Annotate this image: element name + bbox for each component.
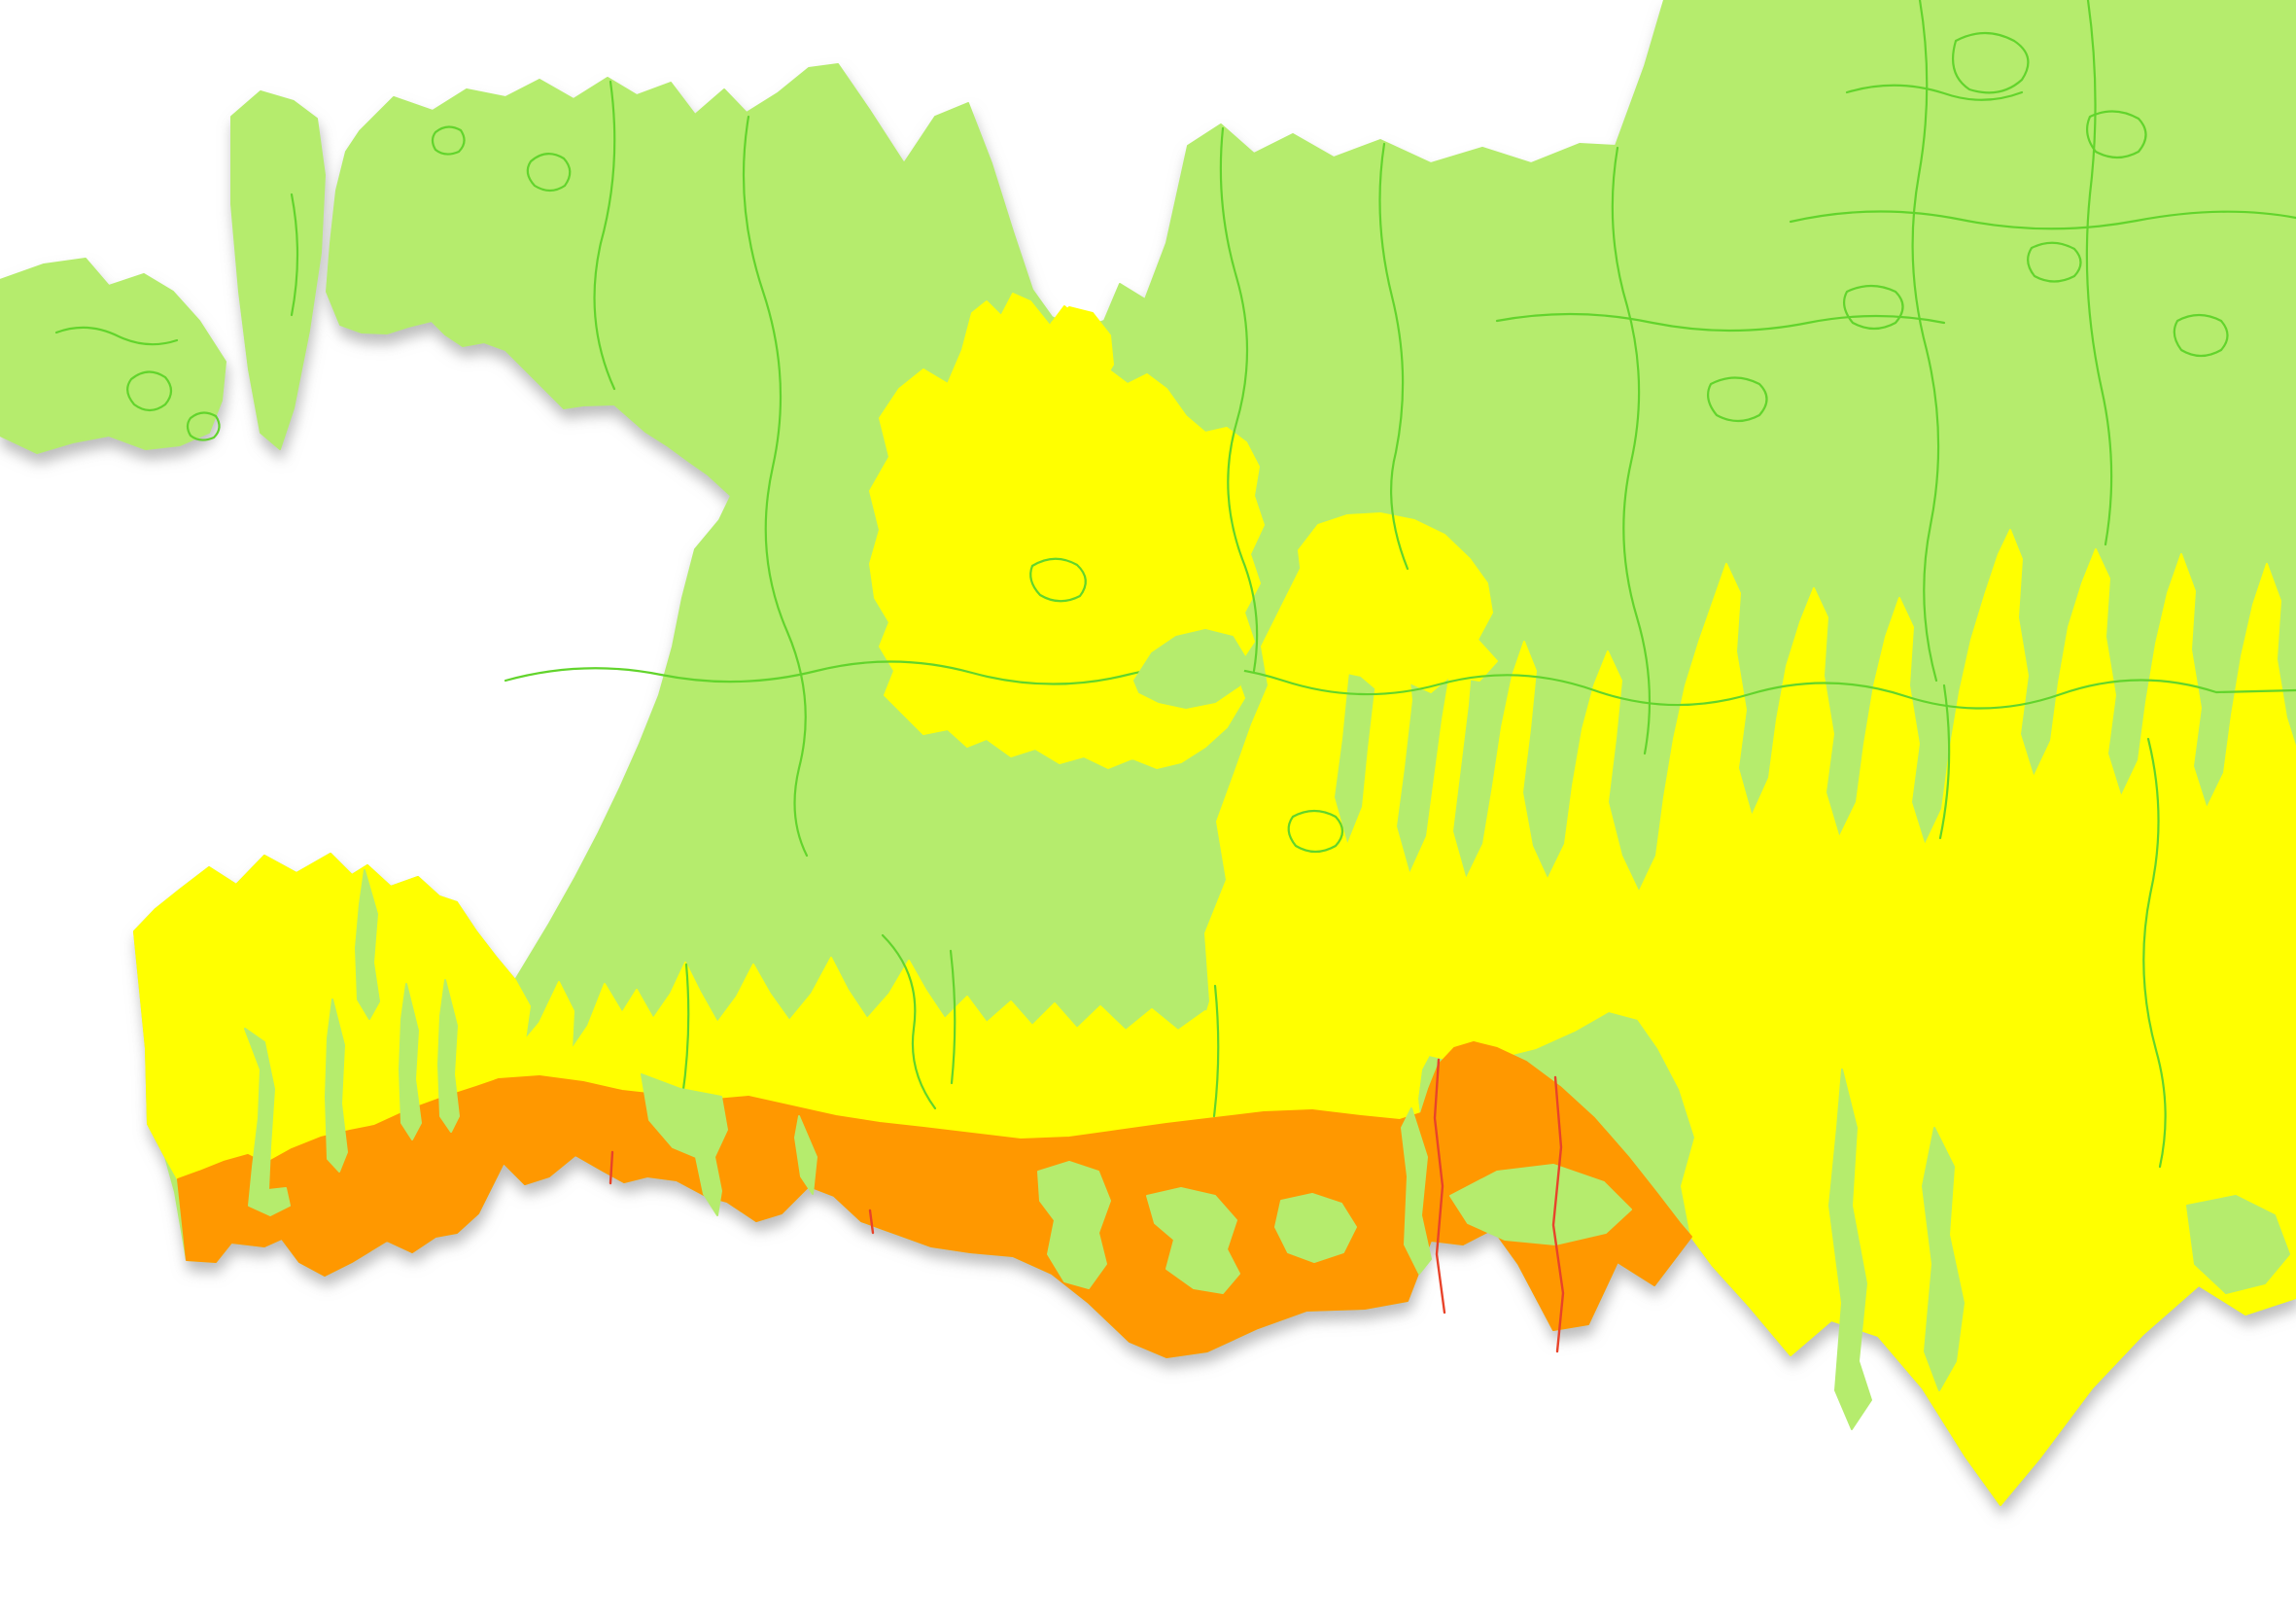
boundary-line xyxy=(1611,146,1652,755)
green-hole-in-cluster xyxy=(1133,629,1247,709)
valley-finger xyxy=(244,1028,291,1216)
green-blob-in-orange xyxy=(1037,1161,1111,1289)
green-blob-in-orange xyxy=(1146,1187,1240,1294)
red-boundary-segment xyxy=(1433,1058,1446,1314)
boundary-line xyxy=(290,193,299,317)
valley-finger-east xyxy=(1828,1069,1872,1430)
boundary-blob-outline xyxy=(1952,31,2030,94)
boundary-line xyxy=(593,80,616,391)
yellow-zone-bay-patch[interactable] xyxy=(1044,306,1114,396)
landmass-northwest-tongue xyxy=(230,90,326,450)
green-valley-overlays xyxy=(244,629,2290,1430)
boundary-line xyxy=(54,326,179,346)
boundary-blob-outline xyxy=(1842,284,1904,331)
red-boundary-segment xyxy=(609,1150,614,1185)
valley-finger xyxy=(325,999,348,1173)
boundary-line xyxy=(881,933,937,1110)
boundary-blob-outline xyxy=(2027,241,2082,283)
valley-finger-east xyxy=(1922,1127,1965,1391)
boundary-line xyxy=(1845,84,2024,101)
boundary-line xyxy=(1219,126,1259,673)
valley-finger xyxy=(794,1115,818,1195)
boundary-lines-red xyxy=(609,1058,1565,1353)
boundary-blob-outline xyxy=(431,125,466,156)
landmass-northwest-blob xyxy=(0,258,226,454)
valley-finger xyxy=(437,979,460,1133)
valley-wedge xyxy=(641,1073,728,1216)
boundary-blob-outline xyxy=(1029,557,1087,603)
valley-finger xyxy=(399,983,422,1140)
red-boundary-segment xyxy=(1551,1075,1565,1353)
valley-curl-tongue xyxy=(1449,1164,1632,1245)
yellow-zone-east-dendritic[interactable] xyxy=(1175,529,2296,1506)
red-boundary-segment xyxy=(868,1209,875,1235)
boundary-line xyxy=(1789,210,2296,230)
boundary-line xyxy=(1378,142,1409,571)
boundary-lines-green xyxy=(54,0,2296,1169)
boundary-blob-outline xyxy=(126,370,173,412)
boundary-blob-outline xyxy=(186,411,221,441)
warning-yellow-zones xyxy=(133,293,2296,1506)
boundary-line xyxy=(949,949,957,1085)
green-patch-east-coast xyxy=(2186,1195,2290,1294)
boundary-line xyxy=(2142,737,2167,1169)
boundary-blob-outline xyxy=(1287,809,1344,854)
boundary-blob-outline xyxy=(2085,110,2147,159)
valley-separator xyxy=(1401,1107,1432,1275)
boundary-line xyxy=(742,115,809,858)
boundary-blob-outline xyxy=(2173,313,2229,358)
boundary-blob-outline xyxy=(1706,376,1768,423)
boundary-line xyxy=(2085,0,2113,546)
valley-finger xyxy=(355,869,380,1020)
boundary-line xyxy=(1495,312,1946,333)
boundary-line xyxy=(680,963,690,1099)
boundary-line xyxy=(1911,0,1940,683)
boundary-line xyxy=(1212,984,1220,1118)
boundary-line xyxy=(1938,683,1951,840)
boundary-blob-outline xyxy=(526,153,572,193)
green-blob-in-orange xyxy=(1274,1193,1357,1263)
